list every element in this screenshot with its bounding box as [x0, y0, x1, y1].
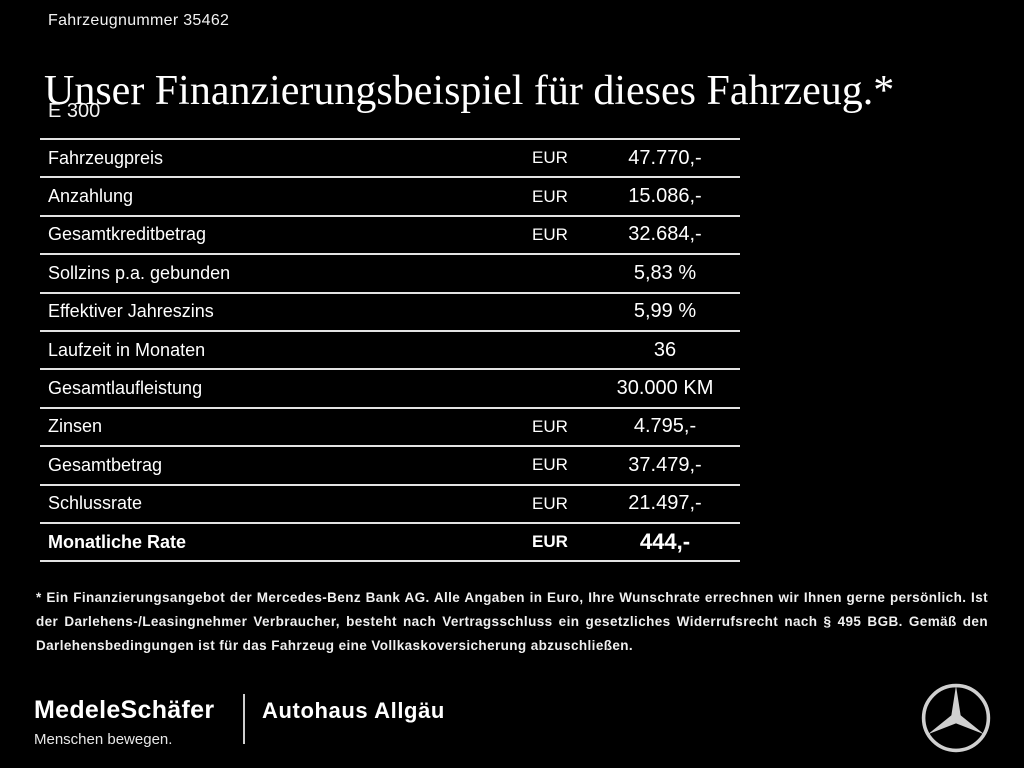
- row-value: 21.497,-: [628, 492, 702, 515]
- footer-divider: [243, 694, 245, 744]
- row-currency: EUR: [532, 416, 568, 436]
- finance-row: Anzahlung EUR 15.086,-: [40, 178, 740, 217]
- dealer-secondary-name: Autohaus Allgäu: [262, 698, 445, 723]
- finance-row: Sollzins p.a. gebunden 5,83 %: [40, 255, 740, 294]
- row-value: 30.000 KM: [616, 377, 714, 400]
- row-label: Laufzeit in Monaten: [48, 339, 206, 360]
- row-currency: EUR: [532, 455, 568, 475]
- dealer-name: MedeleSchäfer: [34, 696, 215, 724]
- row-value: 444,-: [639, 529, 691, 555]
- row-label: Monatliche Rate: [48, 531, 187, 552]
- finance-row: Gesamtkreditbetrag EUR 32.684,-: [40, 217, 740, 256]
- finance-table-body: Fahrzeugpreis EUR 47.770,- Anzahlung EUR 15.0…: [40, 140, 740, 563]
- row-label: Gesamtkreditbetrag: [48, 224, 207, 245]
- row-value: 32.684,-: [628, 223, 702, 246]
- row-label: Anzahlung: [48, 186, 134, 207]
- finance-row: Laufzeit in Monaten 36: [40, 332, 740, 371]
- dealer-logo-block: MedeleSchäfer Menschen bewegen.: [34, 696, 214, 748]
- legal-footnote: * Ein Finanzierungsangebot der Mercedes-…: [36, 589, 988, 653]
- finance-row: Schlussrate EUR 21.497,-: [40, 486, 740, 524]
- row-value: 5,83 %: [633, 261, 697, 284]
- footer: MedeleSchäfer Menschen bewegen. Autohaus…: [0, 683, 1024, 768]
- row-value: 37.479,-: [628, 453, 702, 476]
- row-value: 36: [653, 338, 677, 361]
- finance-row: Gesamtlaufleistung 30.000 KM: [40, 370, 740, 409]
- row-label: Schlussrate: [48, 493, 143, 514]
- row-currency: EUR: [532, 532, 568, 552]
- vehicle-model: E 300: [48, 100, 101, 122]
- row-currency: EUR: [532, 493, 568, 513]
- page-title: Unser Finanzierungsbeispiel für dieses F…: [44, 68, 895, 115]
- finance-row: Monatliche Rate EUR 444,-: [40, 524, 740, 563]
- vehicle-number: Fahrzeugnummer 35462: [48, 12, 230, 29]
- row-label: Fahrzeugpreis: [48, 147, 164, 168]
- row-value: 47.770,-: [628, 146, 702, 169]
- row-label: Gesamtlaufleistung: [48, 378, 203, 399]
- finance-row: Effektiver Jahreszins 5,99 %: [40, 294, 740, 332]
- mercedes-star-icon: [920, 682, 992, 754]
- row-label: Gesamtbetrag: [48, 454, 163, 475]
- row-label: Zinsen: [48, 416, 103, 437]
- row-label: Sollzins p.a. gebunden: [48, 262, 231, 283]
- row-label: Effektiver Jahreszins: [48, 301, 214, 322]
- row-currency: EUR: [532, 148, 568, 168]
- finance-row: Zinsen EUR 4.795,-: [40, 409, 740, 448]
- finance-row: Gesamtbetrag EUR 37.479,-: [40, 447, 740, 486]
- row-value: 5,99 %: [633, 300, 697, 323]
- row-currency: EUR: [532, 224, 568, 244]
- row-currency: EUR: [532, 186, 568, 206]
- finance-row: Fahrzeugpreis EUR 47.770,-: [40, 140, 740, 179]
- row-value: 4.795,-: [633, 415, 697, 438]
- row-value: 15.086,-: [628, 185, 702, 208]
- dealer-tagline: Menschen bewegen.: [34, 731, 173, 748]
- finance-table: Fahrzeugpreis EUR 47.770,- Anzahlung EUR 15.0…: [40, 138, 740, 563]
